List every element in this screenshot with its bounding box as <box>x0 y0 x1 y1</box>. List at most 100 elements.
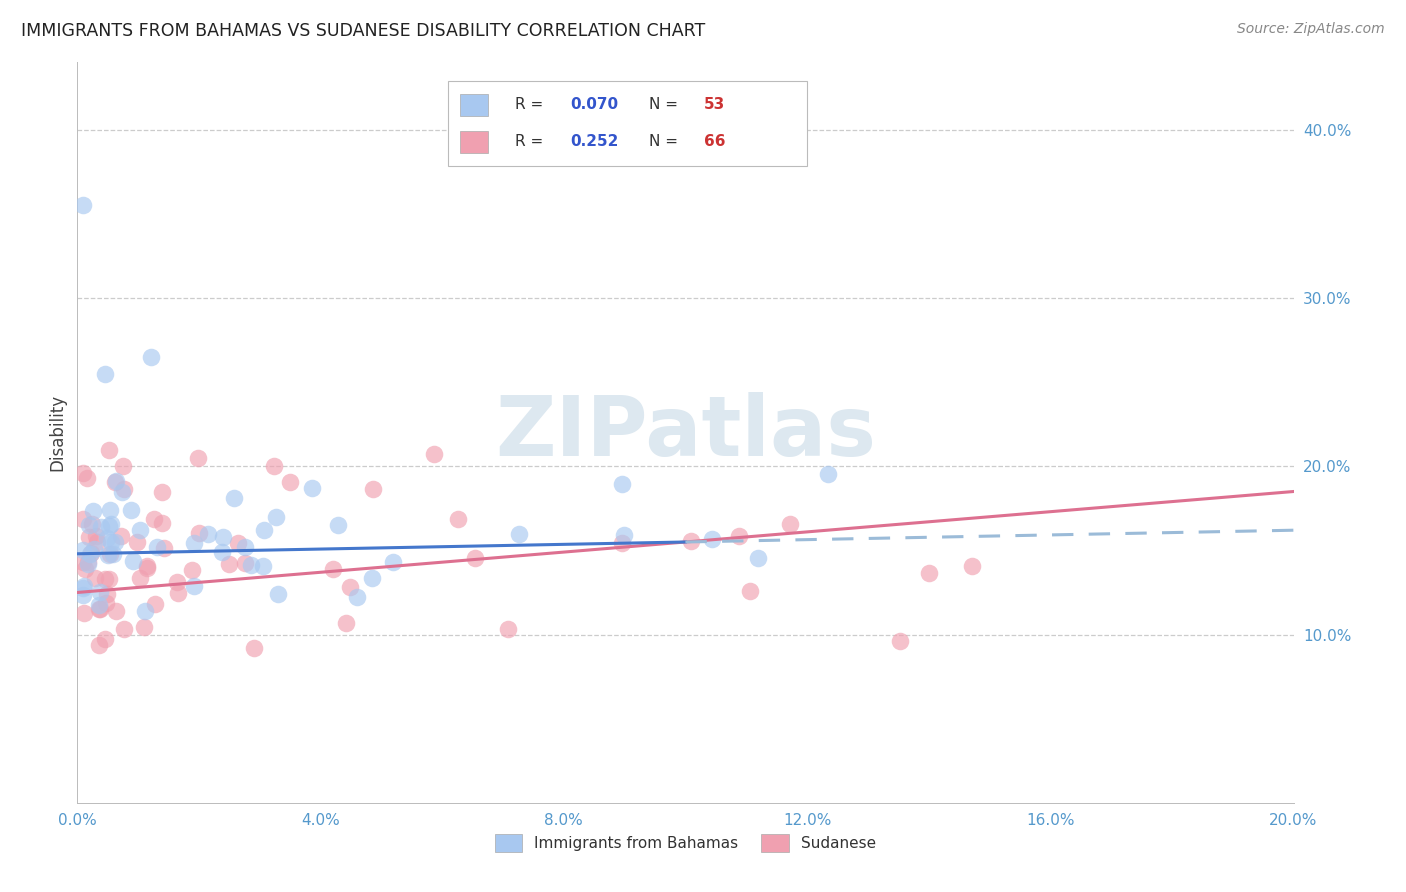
Point <box>613 528 636 542</box>
Text: Source: ZipAtlas.com: Source: ZipAtlas.com <box>1237 22 1385 37</box>
Point <box>128 523 150 537</box>
FancyBboxPatch shape <box>460 130 488 153</box>
Point <box>89 598 111 612</box>
Point <box>79 547 101 561</box>
Point <box>76 471 98 485</box>
Point <box>747 550 769 565</box>
Point <box>77 555 100 569</box>
Text: R =: R = <box>515 134 548 149</box>
Point <box>960 559 983 574</box>
Point <box>111 485 134 500</box>
Point <box>125 535 148 549</box>
Point <box>98 443 121 458</box>
Point <box>779 517 801 532</box>
Text: N =: N = <box>650 97 683 112</box>
Point <box>89 602 111 616</box>
Point <box>83 542 105 557</box>
Point <box>817 467 839 481</box>
Point <box>267 587 290 601</box>
Point <box>72 555 94 569</box>
Point <box>218 557 240 571</box>
Point <box>702 532 724 546</box>
Point <box>73 579 96 593</box>
Point <box>335 615 357 630</box>
Point <box>87 638 110 652</box>
Point <box>346 590 368 604</box>
Point <box>738 583 761 598</box>
Point <box>72 466 94 480</box>
Point <box>129 572 152 586</box>
Point <box>121 554 143 568</box>
Text: IMMIGRANTS FROM BAHAMAS VS SUDANESE DISABILITY CORRELATION CHART: IMMIGRANTS FROM BAHAMAS VS SUDANESE DISA… <box>21 22 706 40</box>
Point <box>188 526 211 541</box>
Point <box>96 587 118 601</box>
Point <box>183 536 205 550</box>
Point <box>496 622 519 636</box>
Point <box>301 482 323 496</box>
Point <box>80 546 103 560</box>
Point <box>181 562 204 576</box>
Point <box>252 558 274 573</box>
Point <box>339 581 361 595</box>
Point <box>136 559 159 574</box>
Point <box>326 517 349 532</box>
Y-axis label: Disability: Disability <box>48 394 66 471</box>
Point <box>212 530 235 544</box>
Point <box>72 198 94 212</box>
Text: 0.252: 0.252 <box>569 134 619 149</box>
Point <box>89 601 111 615</box>
Point <box>98 502 121 516</box>
FancyBboxPatch shape <box>449 81 807 166</box>
Point <box>97 548 120 562</box>
Point <box>94 632 117 647</box>
Point <box>197 526 219 541</box>
Point <box>150 485 173 500</box>
Point <box>235 541 257 555</box>
Point <box>97 572 120 586</box>
Point <box>96 531 118 545</box>
FancyBboxPatch shape <box>460 94 488 116</box>
Text: R =: R = <box>515 97 548 112</box>
Text: ZIPatlas: ZIPatlas <box>495 392 876 473</box>
Point <box>278 475 301 490</box>
Point <box>80 516 103 531</box>
Point <box>136 560 159 574</box>
Point <box>104 535 127 549</box>
Point <box>508 526 530 541</box>
Point <box>233 557 256 571</box>
Point <box>112 459 135 474</box>
Point <box>166 575 188 590</box>
Point <box>73 606 96 620</box>
Point <box>103 547 125 561</box>
Text: N =: N = <box>650 134 683 149</box>
Point <box>187 451 209 466</box>
Point <box>72 542 94 557</box>
Point <box>360 572 382 586</box>
Text: 66: 66 <box>703 134 725 149</box>
Point <box>134 604 156 618</box>
Point <box>183 579 205 593</box>
Point <box>72 581 94 595</box>
Text: 0.070: 0.070 <box>569 97 619 112</box>
Point <box>423 447 446 461</box>
Point <box>86 534 108 549</box>
Point <box>610 477 633 491</box>
Point <box>120 503 142 517</box>
Point <box>104 475 127 489</box>
Point <box>112 623 135 637</box>
Point <box>242 640 264 655</box>
Point <box>112 482 135 496</box>
Point <box>100 547 122 561</box>
Point <box>264 509 287 524</box>
Point <box>728 529 751 543</box>
Point <box>105 604 128 618</box>
Point <box>145 597 167 611</box>
Point <box>79 530 101 544</box>
Point <box>145 540 167 554</box>
Point <box>889 634 911 648</box>
Point <box>361 482 384 496</box>
Legend: Immigrants from Bahamas, Sudanese: Immigrants from Bahamas, Sudanese <box>488 829 883 858</box>
Point <box>167 586 190 600</box>
Point <box>153 541 176 555</box>
Point <box>139 350 162 364</box>
